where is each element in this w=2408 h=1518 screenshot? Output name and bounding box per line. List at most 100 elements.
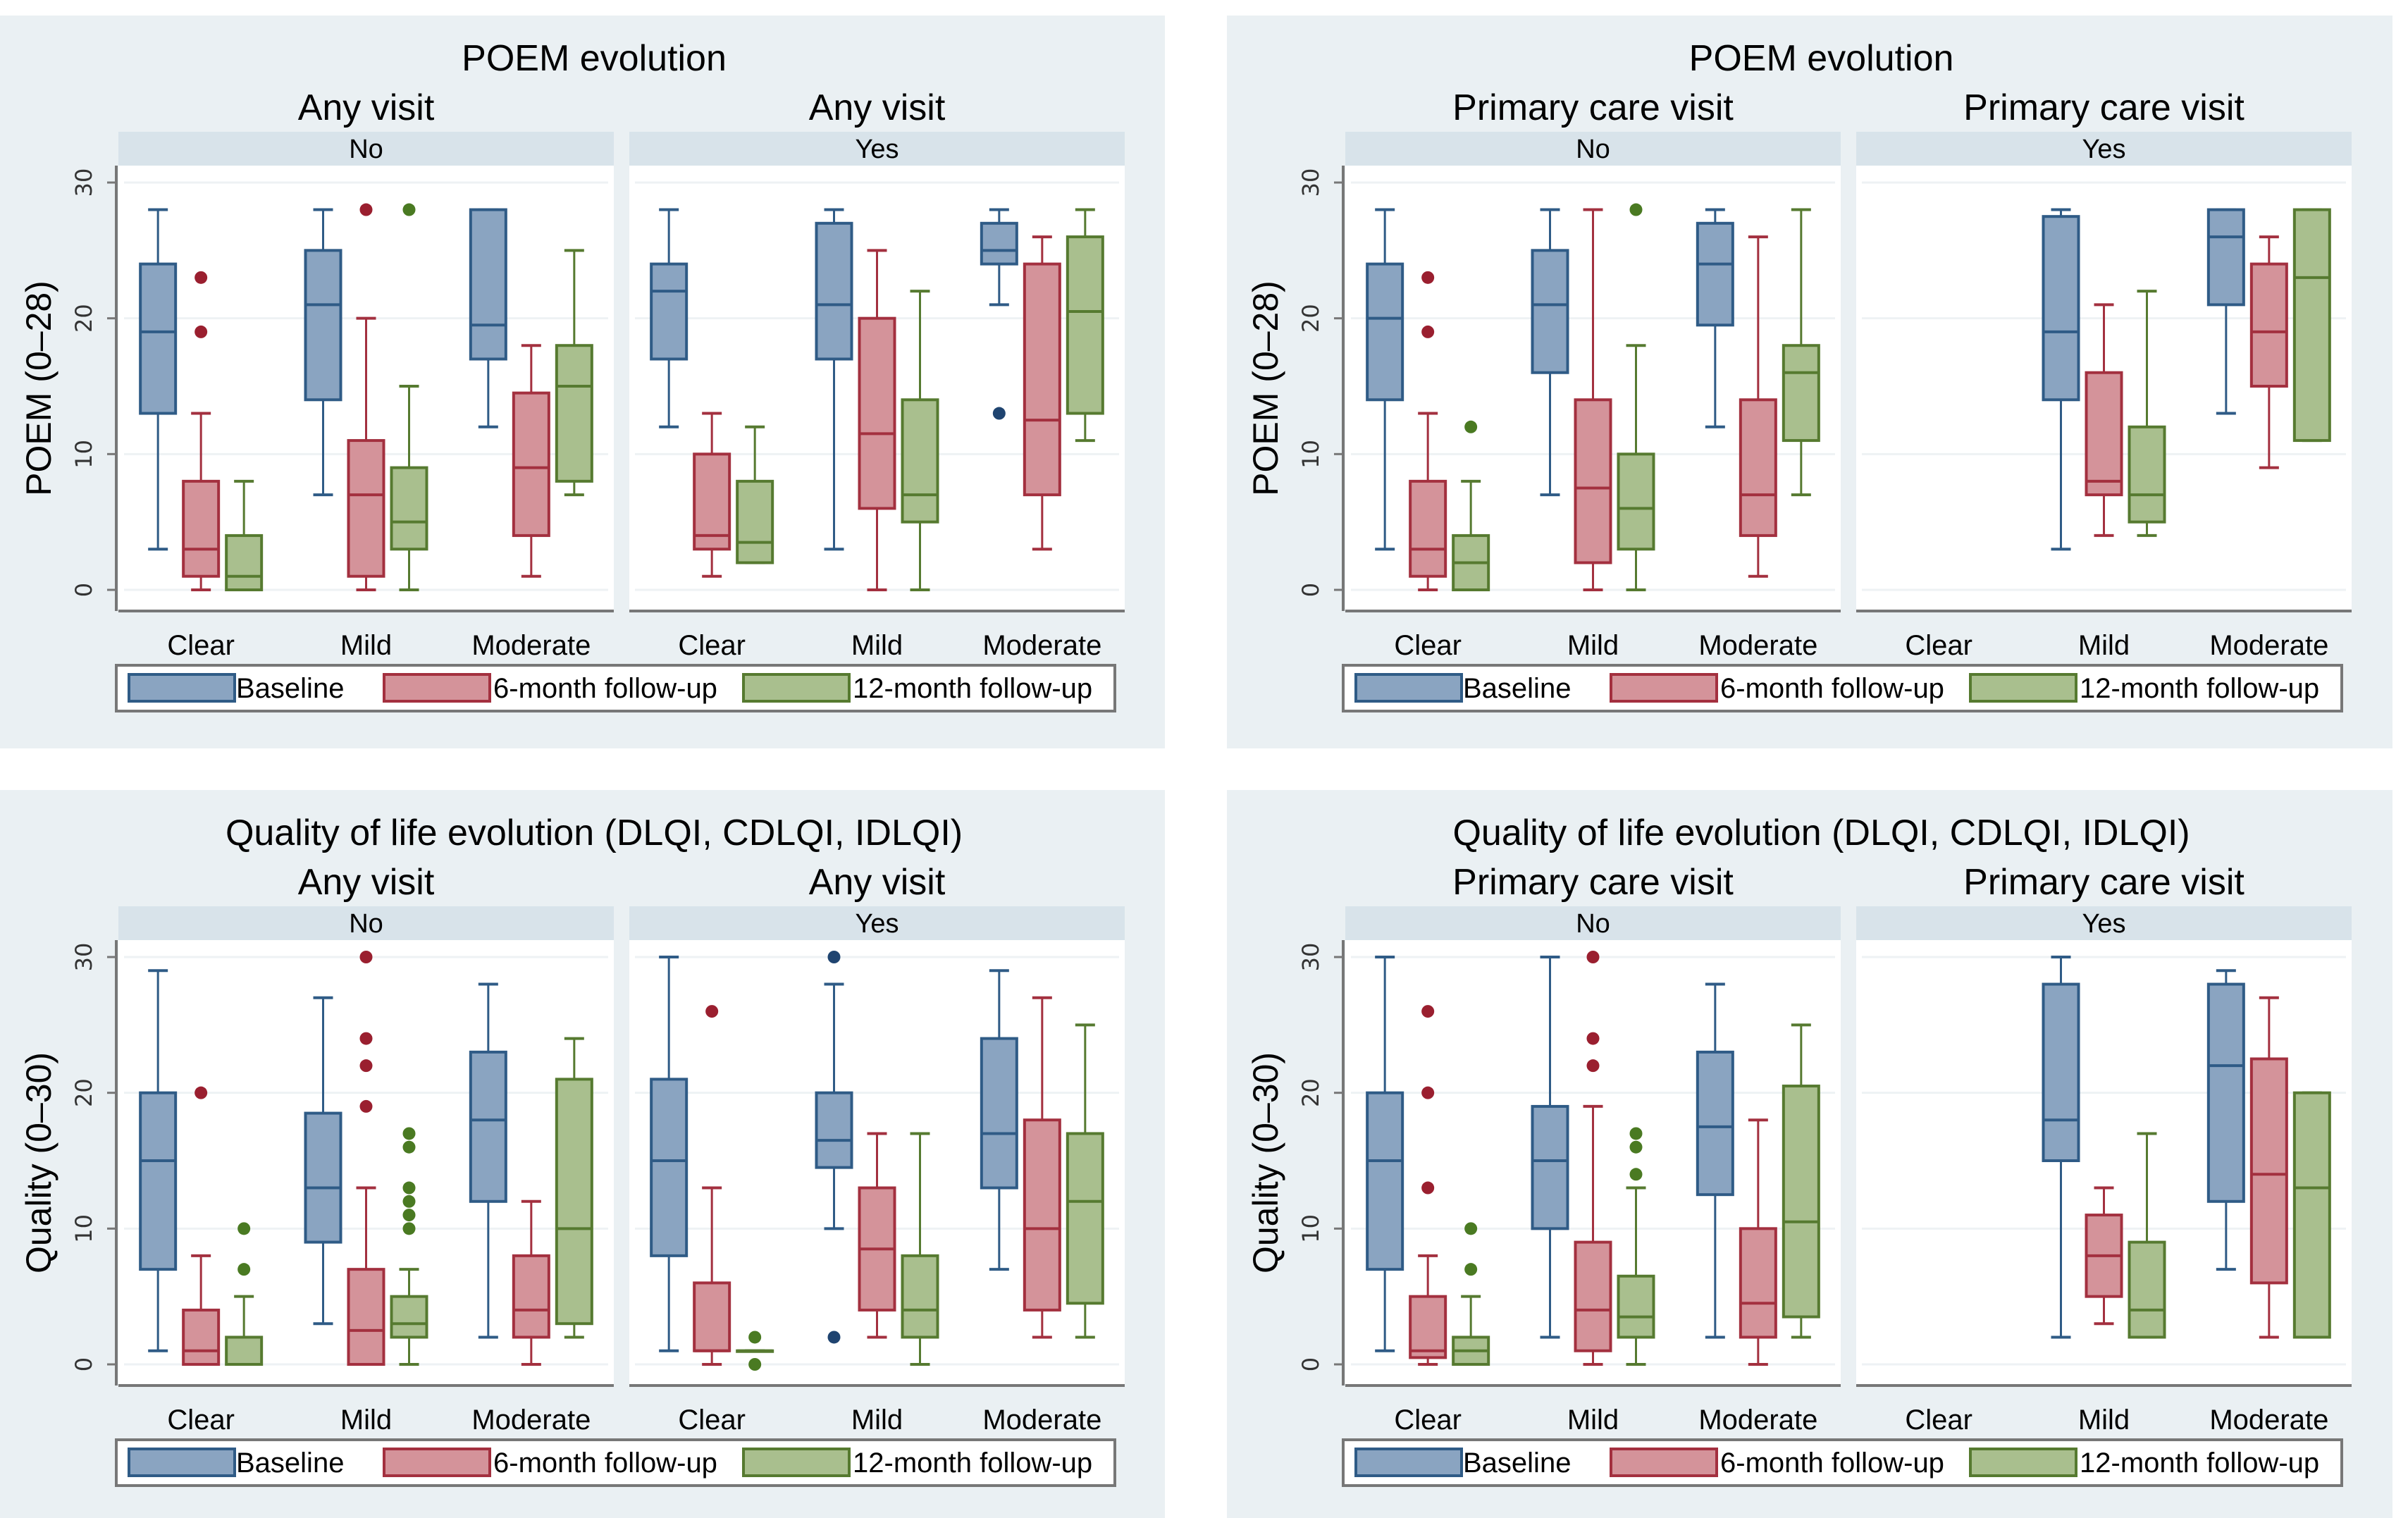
outlier-point [1464, 1263, 1478, 1276]
outlier-point [1421, 1086, 1435, 1099]
outlier-point [195, 1086, 208, 1099]
box-6-month-follow-up [693, 1005, 731, 1366]
box-12-month-follow-up [1452, 420, 1490, 592]
box-iqr [650, 262, 689, 361]
box-iqr [1739, 1227, 1777, 1339]
y-tick-label: 20 [1297, 1078, 1324, 1107]
box-6-month-follow-up [2085, 303, 2123, 537]
box-12-month-follow-up [901, 1132, 939, 1366]
box-iqr [304, 1111, 342, 1244]
box-iqr [650, 1078, 689, 1257]
box-iqr [1409, 479, 1447, 578]
box-6-month-follow-up [858, 1132, 896, 1339]
facet-no: Primary care visit No Clear Mild Moderate [1345, 862, 1841, 1436]
outlier-point [402, 1140, 416, 1154]
x-tick-label: Moderate [471, 630, 591, 661]
box-6-month-follow-up [182, 271, 221, 591]
chart-title: POEM evolution [462, 38, 727, 79]
facet-yes: Primary care visit Yes Clear Mild Moderate [1856, 862, 2352, 1436]
box-iqr [1023, 262, 1061, 497]
facet-strip [118, 132, 614, 166]
outlier-point [1464, 420, 1478, 433]
box-baseline [980, 969, 1018, 1271]
outlier-point [359, 1059, 373, 1073]
box-6-month-follow-up [1739, 235, 1777, 578]
facet-strip [1856, 132, 2352, 166]
legend-swatch [1354, 1448, 1463, 1477]
box-iqr [1617, 1274, 1655, 1339]
box-12-month-follow-up [390, 1127, 428, 1366]
box-iqr [555, 344, 593, 483]
facet-strip-label: No [349, 909, 383, 939]
box-12-month-follow-up [1617, 1127, 1655, 1366]
box-baseline [469, 208, 507, 428]
box-baseline [304, 996, 342, 1326]
box-12-month-follow-up [555, 249, 593, 497]
y-axis-label: Quality (0–30) [1246, 1052, 1285, 1273]
box-iqr [1617, 452, 1655, 551]
box-baseline [1366, 956, 1404, 1352]
box-6-month-follow-up [2249, 235, 2288, 469]
box-12-month-follow-up [1066, 208, 1104, 443]
chart-title: Quality of life evolution (DLQI, CDLQI, … [226, 813, 963, 853]
box-6-month-follow-up [347, 203, 385, 591]
legend-label: 6-month follow-up [493, 673, 717, 704]
legend-label: Baseline [236, 673, 344, 704]
box-baseline [1531, 208, 1569, 497]
box-iqr [469, 208, 507, 361]
y-tick-label: 20 [70, 1078, 97, 1107]
box-12-month-follow-up [1782, 208, 1820, 497]
box-iqr [2128, 425, 2166, 524]
outlier-point [359, 203, 373, 216]
box-iqr [815, 1091, 853, 1169]
box-iqr [182, 479, 221, 578]
legend-label: 12-month follow-up [853, 1448, 1092, 1479]
chart-panel-1: POEM evolution POEM (0–28) 0 10 20 30 Any visi… [0, 16, 1165, 748]
facet-strip [1856, 906, 2352, 940]
outlier-point [359, 1099, 373, 1113]
box-iqr [512, 1254, 550, 1339]
box-iqr [1739, 398, 1777, 537]
box-iqr [980, 1037, 1018, 1190]
legend-swatch [1969, 673, 2077, 703]
x-tick-label: Mild [851, 1405, 903, 1436]
chart-panel-3: Quality of life evolution (DLQI, CDLQI, … [0, 790, 1165, 1518]
outlier-point [195, 325, 208, 338]
box-iqr [2128, 1240, 2166, 1339]
box-baseline [2042, 956, 2080, 1339]
legend: Baseline 6-month follow-up 12-month follow… [1342, 1438, 2343, 1487]
box-12-month-follow-up [736, 1331, 774, 1371]
box-baseline [139, 208, 178, 551]
box-iqr [2292, 208, 2331, 443]
outlier-point [402, 1209, 416, 1222]
legend-label: 12-month follow-up [2080, 1448, 2319, 1479]
x-tick-label: Clear [678, 1405, 746, 1436]
box-baseline [469, 982, 507, 1339]
facet-header: Any visit [298, 862, 435, 903]
box-iqr [2042, 982, 2080, 1162]
legend-label: 6-month follow-up [493, 1448, 717, 1479]
box-iqr [1574, 398, 1612, 564]
y-tick-label: 20 [1297, 304, 1324, 333]
outlier-point [1586, 1032, 1600, 1045]
box-iqr [225, 533, 264, 592]
legend-label: Baseline [236, 1448, 344, 1479]
legend-swatch [128, 673, 236, 703]
box-12-month-follow-up [225, 1222, 264, 1366]
outlier-point [705, 1005, 719, 1018]
box-iqr [1023, 1118, 1061, 1312]
y-tick-label: 10 [70, 440, 97, 469]
facet-header: Primary care visit [1452, 862, 1734, 903]
box-iqr [1409, 1295, 1447, 1359]
legend-label: Baseline [1463, 673, 1571, 704]
outlier-point [359, 1032, 373, 1045]
box-iqr [1574, 1240, 1612, 1352]
outlier-point [1586, 951, 1600, 963]
legend-swatch [383, 673, 491, 703]
x-tick-label: Moderate [2209, 1405, 2328, 1436]
box-iqr [858, 316, 896, 510]
box-iqr [1531, 249, 1569, 374]
legend-swatch [1610, 673, 1718, 703]
chart-panel-4: Quality of life evolution (DLQI, CDLQI, … [1227, 790, 2392, 1518]
x-tick-label: Mild [340, 1405, 392, 1436]
